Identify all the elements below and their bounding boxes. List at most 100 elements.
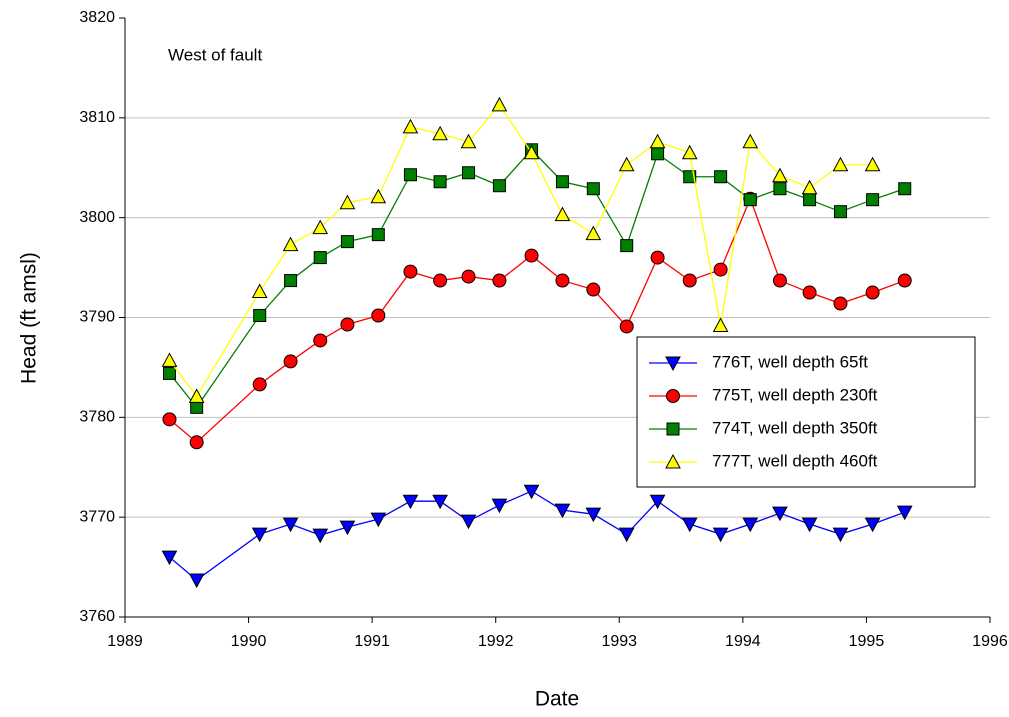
data-point <box>683 170 697 184</box>
data-point <box>712 527 729 543</box>
data-point <box>402 494 419 510</box>
data-point <box>833 205 847 219</box>
data-point <box>403 168 417 182</box>
legend-label: 776T, well depth 65ft <box>712 352 868 371</box>
data-point <box>619 319 634 334</box>
x-tick-label: 1992 <box>478 633 514 650</box>
data-point <box>618 156 635 172</box>
data-point <box>371 308 386 323</box>
legend-label: 775T, well depth 230ft <box>712 385 878 404</box>
legend-marker <box>665 453 681 469</box>
data-point <box>312 219 329 235</box>
data-point <box>650 250 665 265</box>
data-point <box>340 235 354 249</box>
data-point <box>772 273 787 288</box>
data-point <box>682 273 697 288</box>
data-point <box>866 193 880 207</box>
x-tick-label: 1993 <box>601 633 637 650</box>
data-point <box>681 144 698 160</box>
data-point <box>554 206 571 222</box>
data-point <box>898 182 912 196</box>
data-point <box>772 506 788 522</box>
data-point <box>282 517 299 533</box>
y-tick-label: 3770 <box>79 508 115 525</box>
data-point <box>618 527 635 543</box>
y-tick-label: 3810 <box>79 109 115 126</box>
data-point <box>162 412 177 427</box>
data-point <box>555 273 570 288</box>
data-point <box>896 505 913 521</box>
y-tick-label: 3760 <box>79 608 115 625</box>
data-point <box>832 156 849 172</box>
data-point <box>491 96 508 112</box>
data-point <box>313 251 327 265</box>
data-point <box>432 125 448 141</box>
data-point <box>773 182 787 196</box>
data-point <box>864 517 881 533</box>
data-point <box>801 179 818 195</box>
legend-marker <box>665 356 681 372</box>
data-point <box>282 236 299 252</box>
legend-label: 774T, well depth 350ft <box>712 418 878 437</box>
data-point <box>620 239 634 253</box>
data-point <box>340 317 355 332</box>
y-axis-label: Head (ft amsl) <box>18 252 41 384</box>
data-point <box>492 273 507 288</box>
y-tick-label: 3780 <box>79 409 115 426</box>
legend-marker <box>666 422 680 436</box>
data-point <box>284 274 298 288</box>
data-point <box>649 494 666 510</box>
data-point <box>714 170 728 184</box>
data-point <box>649 133 666 149</box>
data-point <box>339 520 356 536</box>
x-tick-label: 1994 <box>725 633 761 650</box>
data-point <box>433 175 447 189</box>
data-point <box>460 514 477 530</box>
data-point <box>523 144 540 160</box>
data-point <box>251 527 268 543</box>
data-point <box>491 498 508 514</box>
data-point <box>586 282 601 297</box>
data-point <box>865 285 880 300</box>
data-point <box>283 354 298 369</box>
data-point <box>370 188 387 204</box>
x-tick-label: 1995 <box>849 633 885 650</box>
data-point <box>370 512 387 528</box>
data-point <box>432 494 448 510</box>
data-point <box>462 166 476 180</box>
data-point <box>402 118 419 134</box>
data-point <box>554 503 571 519</box>
data-point <box>743 193 757 207</box>
data-point <box>161 550 178 566</box>
x-tick-label: 1996 <box>972 633 1008 650</box>
y-tick-label: 3820 <box>79 9 115 26</box>
data-point <box>188 388 205 403</box>
data-point <box>252 377 267 392</box>
data-point <box>492 179 506 193</box>
y-tick-label: 3790 <box>79 309 115 326</box>
data-point <box>371 228 385 242</box>
data-point <box>742 517 759 533</box>
data-point <box>190 400 204 414</box>
x-tick-label: 1989 <box>107 633 143 650</box>
data-point <box>313 333 328 348</box>
data-point <box>586 182 600 196</box>
data-point <box>461 269 476 284</box>
data-point <box>524 248 539 263</box>
data-point <box>251 283 268 299</box>
data-point <box>585 507 602 523</box>
data-point <box>433 273 448 288</box>
legend: 776T, well depth 65ft 775T, well depth 23… <box>636 336 976 488</box>
x-tick-label: 1991 <box>354 633 390 650</box>
data-point <box>864 156 881 172</box>
data-point <box>253 309 267 323</box>
x-axis-label: Date <box>535 688 579 711</box>
data-point <box>161 352 178 367</box>
y-tick-label: 3800 <box>79 209 115 226</box>
data-point <box>681 517 698 533</box>
data-point <box>585 225 602 241</box>
annotation: West of fault <box>168 45 262 64</box>
data-point <box>460 133 477 149</box>
data-point <box>833 296 848 311</box>
x-tick-label: 1990 <box>231 633 267 650</box>
